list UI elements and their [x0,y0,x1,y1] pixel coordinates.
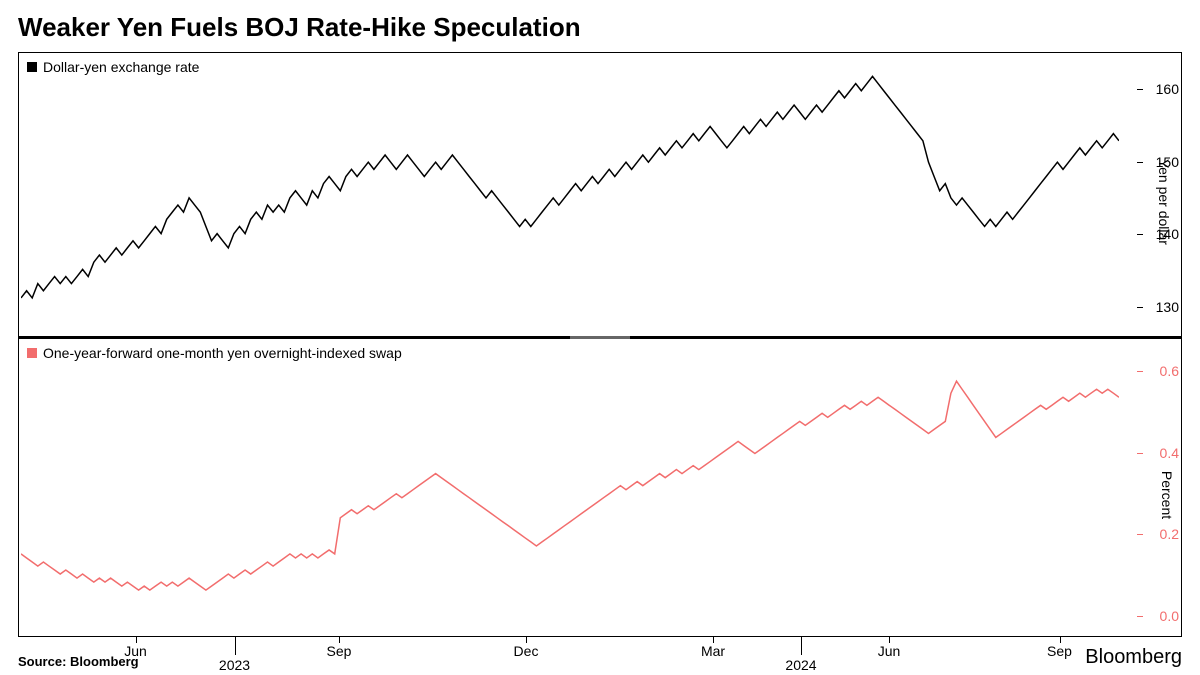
top-legend-swatch [27,62,37,72]
brand-label: Bloomberg [1085,646,1182,669]
y-tick-label: 130 [1145,299,1179,315]
bottom-y-axis-title: Percent [1159,471,1175,519]
y-tick-label: 150 [1145,154,1179,170]
bottom-plot [21,341,1119,634]
footer: Source: Bloomberg Bloomberg [18,646,1182,669]
y-tick-label: 0.0 [1145,608,1179,624]
top-legend: Dollar-yen exchange rate [27,59,199,75]
y-tick [1137,307,1143,308]
y-tick [1137,162,1143,163]
charts-container: Dollar-yen exchange rate Yen per dollar … [18,52,1182,637]
y-tick-label: 0.2 [1145,526,1179,542]
data-line [21,381,1119,590]
y-tick [1137,616,1143,617]
top-plot [21,55,1119,334]
y-tick-label: 0.6 [1145,363,1179,379]
chart-title: Weaker Yen Fuels BOJ Rate-Hike Speculati… [0,0,1200,51]
y-tick [1137,534,1143,535]
y-tick [1137,234,1143,235]
top-y-axis: Yen per dollar 130140150160 [1121,53,1181,336]
y-tick [1137,371,1143,372]
bottom-panel: One-year-forward one-month yen overnight… [19,339,1181,636]
data-line [21,76,1119,298]
panel-divider-handle [570,336,630,339]
top-panel: Dollar-yen exchange rate Yen per dollar … [19,53,1181,339]
bottom-legend-swatch [27,348,37,358]
y-tick [1137,89,1143,90]
bottom-y-axis: Percent 0.0 0.2 0.4 0.6 [1121,339,1181,636]
source-label: Source: Bloomberg [18,654,139,669]
bottom-legend-label: One-year-forward one-month yen overnight… [43,345,402,361]
top-line-svg [21,55,1119,334]
y-tick [1137,453,1143,454]
y-tick-label: 140 [1145,226,1179,242]
y-tick-label: 0.4 [1145,445,1179,461]
bottom-legend: One-year-forward one-month yen overnight… [27,345,402,361]
bottom-line-svg [21,341,1119,634]
y-tick-label: 160 [1145,81,1179,97]
top-legend-label: Dollar-yen exchange rate [43,59,199,75]
